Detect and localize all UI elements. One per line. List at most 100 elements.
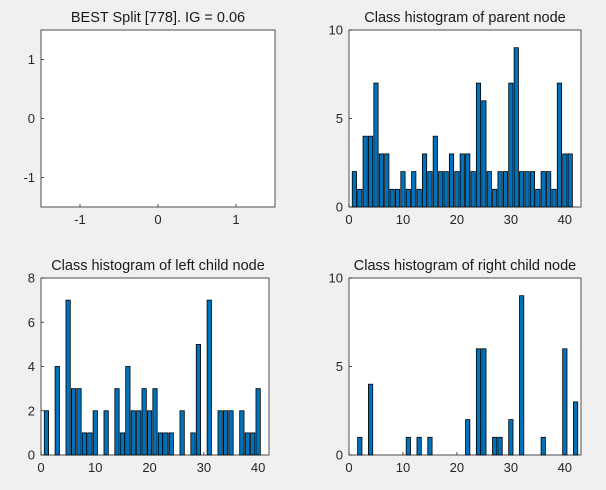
bar — [378, 153, 384, 208]
bar — [394, 188, 401, 208]
bar — [368, 383, 374, 456]
bar — [157, 432, 163, 456]
y-tick-label: 2 — [28, 403, 35, 418]
panel-left-child-histogram: Class histogram of left child node 0 10 20… — [28, 258, 270, 476]
bar — [163, 432, 169, 456]
x-tick-label: 0 — [345, 460, 352, 475]
bar — [362, 135, 368, 208]
bar — [217, 410, 223, 456]
bar — [573, 401, 579, 456]
bar — [168, 432, 174, 456]
panel-best-split: BEST Split [778]. IG = 0.06 -1 0 1 -1 0 1 — [23, 10, 276, 227]
chart-title: BEST Split [778]. IG = 0.06 — [71, 10, 245, 26]
bar — [492, 188, 498, 208]
bar — [459, 153, 465, 208]
panel-right-child-histogram: Class histogram of right child node 0 10 2… — [329, 258, 582, 476]
bar — [465, 419, 471, 456]
bar — [368, 135, 374, 208]
bar — [54, 366, 60, 456]
bar — [497, 436, 503, 456]
bar — [250, 432, 256, 456]
bar — [492, 436, 498, 456]
y-tick-label: 0 — [28, 111, 35, 126]
bar — [146, 410, 153, 456]
bar — [228, 410, 234, 456]
bar — [475, 348, 482, 456]
bar — [454, 171, 460, 208]
bar — [405, 188, 411, 208]
bar — [130, 410, 136, 456]
bar — [206, 299, 212, 456]
bar — [255, 388, 261, 456]
bar — [76, 388, 82, 456]
bar — [448, 153, 455, 208]
bar — [551, 188, 557, 208]
x-tick-label: 30 — [197, 460, 211, 475]
bar — [524, 171, 530, 208]
bar — [438, 171, 444, 208]
bar — [119, 432, 126, 456]
bar — [71, 388, 77, 456]
bar — [513, 47, 519, 208]
x-tick-label: 20 — [450, 212, 464, 227]
y-tick-label: 8 — [28, 271, 35, 286]
x-tick-label: 1 — [232, 212, 239, 227]
bar — [519, 171, 525, 208]
y-tick-label: 4 — [28, 359, 35, 374]
y-tick-label: -1 — [23, 170, 35, 185]
bar — [136, 410, 142, 456]
bar — [405, 436, 411, 456]
axis-ticks: 0 10 20 30 40 0 5 10 — [329, 23, 573, 228]
axis-ticks: 0 10 20 30 40 0 5 10 — [329, 271, 573, 476]
y-tick-label: 5 — [336, 359, 343, 374]
y-tick-label: 6 — [28, 315, 35, 330]
bar — [502, 171, 509, 208]
bar — [141, 388, 147, 456]
bar — [486, 171, 492, 208]
bar — [427, 436, 433, 456]
bar — [351, 171, 357, 208]
bar — [373, 82, 379, 208]
bar — [87, 432, 93, 456]
bar — [540, 171, 546, 208]
x-tick-label: 30 — [504, 460, 518, 475]
y-tick-label: 0 — [336, 200, 343, 215]
y-tick-label: 10 — [329, 23, 343, 38]
x-tick-label: 40 — [251, 460, 265, 475]
axis-ticks: -1 0 1 -1 0 1 — [23, 52, 239, 227]
bar — [114, 388, 120, 456]
x-tick-label: 20 — [450, 460, 464, 475]
bar — [65, 299, 71, 456]
bar — [535, 188, 541, 208]
bar — [470, 171, 476, 208]
y-tick-label: 10 — [329, 271, 343, 286]
bar — [125, 366, 131, 456]
bar — [508, 419, 514, 456]
x-tick-label: 30 — [504, 212, 518, 227]
bar — [546, 171, 552, 208]
x-tick-label: 0 — [345, 212, 352, 227]
bar — [400, 171, 406, 208]
x-tick-label: 10 — [396, 212, 410, 227]
bar — [529, 171, 536, 208]
bar — [389, 188, 395, 208]
bar — [81, 432, 88, 456]
bar — [195, 343, 201, 456]
bar — [562, 153, 568, 208]
y-tick-label: 1 — [28, 52, 35, 67]
bar — [427, 171, 433, 208]
bar — [556, 82, 562, 208]
axis-ticks: 0 10 20 30 40 0 2 4 6 8 — [28, 271, 266, 476]
bar — [190, 432, 196, 456]
bar — [465, 153, 471, 208]
bar — [497, 171, 503, 208]
bar — [416, 188, 422, 208]
chart-title: Class histogram of right child node — [354, 258, 576, 274]
bar — [519, 295, 525, 456]
bar — [508, 82, 514, 208]
bar — [481, 100, 487, 208]
bar — [103, 410, 109, 456]
x-tick-label: -1 — [74, 212, 86, 227]
bar — [179, 410, 185, 456]
